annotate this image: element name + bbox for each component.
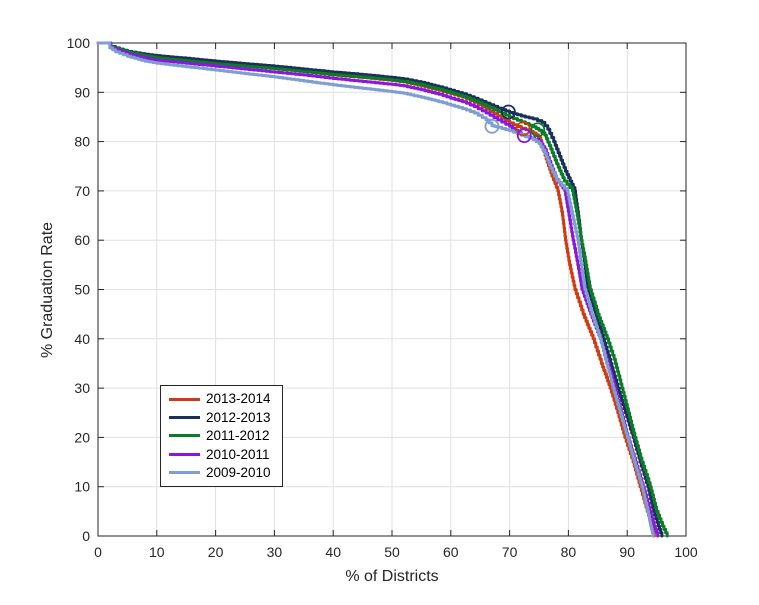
highlight-markers — [484, 104, 546, 144]
legend-label: 2013-2014 — [206, 391, 271, 407]
tick-labels: 0 10 20 30 40 50 60 70 80 90 100 0 10 20 30 40 50 60 70 80 9… — [67, 35, 698, 560]
highlight-marker-2010-2011 — [516, 128, 532, 144]
highlight-marker-2009-2010 — [484, 118, 500, 134]
highlight-marker-2011-2012 — [530, 122, 546, 138]
x-tick-label: 80 — [561, 544, 577, 560]
x-tick-label: 50 — [384, 544, 400, 560]
x-tick-label: 10 — [149, 544, 165, 560]
y-tick-label: 30 — [74, 380, 90, 396]
legend-item-2013-2014: 2013-2014 — [169, 391, 282, 407]
legend-line-swatch — [169, 397, 200, 401]
x-tick-label: 40 — [325, 544, 341, 560]
legend-label: 2011-2012 — [206, 428, 270, 444]
y-tick-label: 80 — [74, 134, 90, 150]
y-tick-label: 70 — [74, 183, 90, 199]
x-tick-label: 60 — [443, 544, 459, 560]
y-tick-label: 20 — [74, 429, 90, 445]
legend-label: 2012-2013 — [206, 409, 271, 425]
legend-item-2012-2013: 2012-2013 — [169, 410, 282, 426]
x-tick-label: 100 — [674, 544, 698, 560]
x-tick-label: 70 — [502, 544, 518, 560]
y-tick-label: 10 — [74, 479, 90, 495]
legend-line-swatch — [169, 452, 200, 456]
highlight-marker-2012-2013 — [501, 104, 516, 120]
legend-line-swatch — [169, 416, 200, 420]
legend-label: 2010-2011 — [206, 446, 270, 462]
y-tick-label: 50 — [74, 282, 90, 298]
y-tick-label: 90 — [74, 84, 90, 100]
y-tick-label: 100 — [67, 35, 91, 51]
series-line-2012-2013 — [96, 41, 664, 538]
legend-line-swatch — [169, 434, 200, 438]
x-tick-label: 20 — [208, 544, 224, 560]
y-tick-label: 0 — [82, 528, 90, 544]
y-tick-label: 40 — [74, 331, 90, 347]
axes-box — [97, 42, 687, 537]
y-tick-label: 60 — [74, 232, 90, 248]
legend-item-2009-2010: 2009-2010 — [169, 465, 282, 481]
legend-box: 2013-2014 2012-2013 2011-2012 2010-2011 2009… — [160, 385, 283, 487]
y-axis-label: % Graduation Rate — [39, 222, 56, 358]
legend-item-2010-2011: 2010-2011 — [169, 446, 282, 462]
x-tick-label: 30 — [267, 544, 283, 560]
x-tick-label: 0 — [94, 544, 102, 560]
legend-item-2011-2012: 2011-2012 — [169, 428, 282, 444]
x-axis-label: % of Districts — [345, 568, 438, 585]
x-tick-label: 90 — [619, 544, 635, 560]
legend-label: 2009-2010 — [206, 465, 271, 480]
highlight-marker-2013-2014 — [515, 121, 531, 137]
legend-line-swatch — [169, 471, 200, 475]
